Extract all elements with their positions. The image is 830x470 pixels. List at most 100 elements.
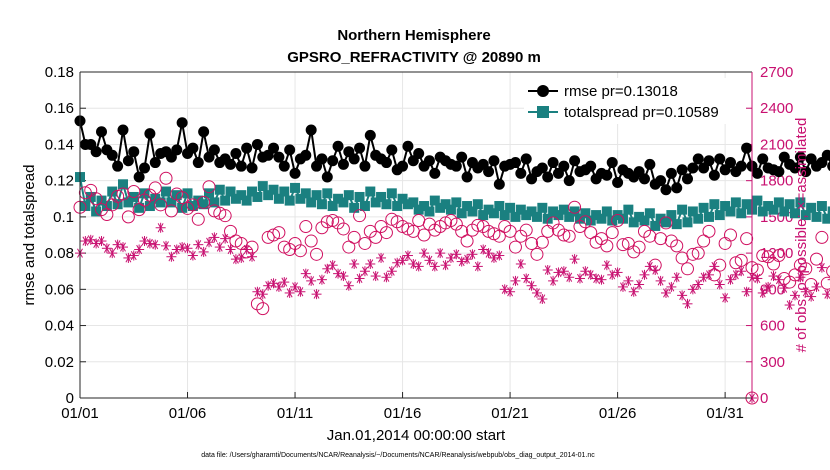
assimilated-obs-point xyxy=(349,258,360,269)
y-right-tick-label: 2400 xyxy=(760,100,793,117)
possible-obs-point xyxy=(573,220,587,234)
series-layer xyxy=(73,115,830,405)
possible-obs-point xyxy=(551,223,565,237)
assimilated-obs-point xyxy=(220,233,231,244)
totalspread-point xyxy=(220,195,231,206)
possible-obs-point xyxy=(132,203,146,217)
assimilated-obs-point xyxy=(655,275,666,286)
possible-obs-point xyxy=(616,238,630,252)
totalspread-point xyxy=(123,197,134,208)
possible-obs-point xyxy=(810,252,824,266)
rmse-point xyxy=(423,155,435,167)
legend-rmse-marker xyxy=(537,85,549,97)
assimilated-obs-point xyxy=(300,268,311,279)
assimilated-obs-point xyxy=(112,239,123,250)
possible-obs-point xyxy=(272,226,286,240)
rmse-point xyxy=(187,142,199,154)
rmse-point xyxy=(789,162,801,174)
totalspread-point xyxy=(284,195,295,206)
totalspread-point xyxy=(784,199,795,210)
possible-obs-point xyxy=(100,207,114,221)
totalspread-point xyxy=(580,208,591,219)
possible-obs-point xyxy=(772,249,786,263)
rmse-point xyxy=(273,151,285,163)
totalspread-point xyxy=(644,208,655,219)
assimilated-obs-point xyxy=(671,272,682,283)
rmse-point xyxy=(192,157,204,169)
assimilated-obs-point xyxy=(628,286,639,297)
assimilated-obs-point xyxy=(177,242,188,253)
totalspread-point xyxy=(558,204,569,215)
possible-obs-point xyxy=(353,209,367,223)
totalspread-point xyxy=(703,211,714,222)
rmse-point xyxy=(208,144,220,156)
totalspread-point xyxy=(806,202,817,213)
assimilated-obs-point xyxy=(134,244,145,255)
assimilated-obs-point xyxy=(279,277,290,288)
possible-obs-point xyxy=(197,195,211,209)
totalspread-point xyxy=(752,195,763,206)
assimilated-obs-point xyxy=(752,273,763,284)
y-left-tick-label: 0.12 xyxy=(45,173,74,190)
possible-obs-point xyxy=(605,226,619,240)
y-axis-left-label: rmse and totalspread xyxy=(21,165,38,306)
totalspread-point xyxy=(521,210,532,221)
rmse-point xyxy=(456,151,468,163)
assimilated-obs-point xyxy=(236,252,247,263)
totalspread-point xyxy=(542,213,553,224)
totalspread-point xyxy=(225,186,236,197)
rmse-point xyxy=(327,155,339,167)
possible-obs-point xyxy=(455,224,469,238)
assimilated-obs-point xyxy=(634,279,645,290)
totalspread-point xyxy=(118,179,129,190)
totalspread-point xyxy=(80,201,91,212)
possible-obs-point xyxy=(723,228,737,242)
assimilated-obs-point xyxy=(472,261,483,272)
totalspread-point xyxy=(349,202,360,213)
totalspread-point xyxy=(322,188,333,199)
chart-title-line2: GPSRO_REFRACTIVITY @ 20890 m xyxy=(287,49,541,66)
rmse-point xyxy=(800,166,812,178)
rmse-point xyxy=(413,148,425,159)
totalspread-point xyxy=(478,210,489,221)
possible-obs-point xyxy=(191,212,205,226)
assimilated-obs-point xyxy=(806,291,817,302)
totalspread-point xyxy=(413,204,424,215)
y-right-tick-label: 600 xyxy=(760,318,785,335)
possible-obs-point xyxy=(336,222,350,236)
assimilated-obs-point xyxy=(155,222,166,233)
totalspread-point xyxy=(381,199,392,210)
rmse-point xyxy=(117,124,129,136)
rmse-point xyxy=(305,124,317,136)
totalspread-point xyxy=(677,204,688,215)
assimilated-obs-point xyxy=(96,236,107,247)
assimilated-obs-point xyxy=(510,275,521,286)
rmse-point xyxy=(671,182,683,194)
assimilated-obs-point xyxy=(193,239,204,250)
totalspread-point xyxy=(402,199,413,210)
rmse-point xyxy=(268,142,280,154)
assimilated-obs-point xyxy=(204,237,215,248)
totalspread-point xyxy=(354,191,365,202)
assimilated-obs-point xyxy=(601,260,612,271)
assimilated-obs-point xyxy=(295,286,306,297)
x-tick-label: 01/01 xyxy=(61,405,99,422)
assimilated-obs-point xyxy=(118,242,129,253)
assimilated-obs-point xyxy=(225,244,236,255)
rmse-point xyxy=(122,155,134,167)
rmse-point xyxy=(520,153,532,165)
totalspread-point xyxy=(499,210,510,221)
assimilated-obs-point xyxy=(526,280,537,291)
possible-obs-point xyxy=(578,215,592,229)
rmse-point xyxy=(337,158,349,170)
assimilated-obs-point xyxy=(284,287,295,298)
rmse-point xyxy=(176,117,188,129)
totalspread-point xyxy=(494,201,505,212)
assimilated-obs-point xyxy=(768,271,779,282)
possible-obs-point xyxy=(826,265,830,278)
assimilated-obs-point xyxy=(811,281,822,292)
rmse-point xyxy=(348,153,360,165)
assimilated-obs-point xyxy=(596,274,607,285)
assimilated-obs-point xyxy=(714,279,725,290)
assimilated-obs-point xyxy=(419,248,430,259)
